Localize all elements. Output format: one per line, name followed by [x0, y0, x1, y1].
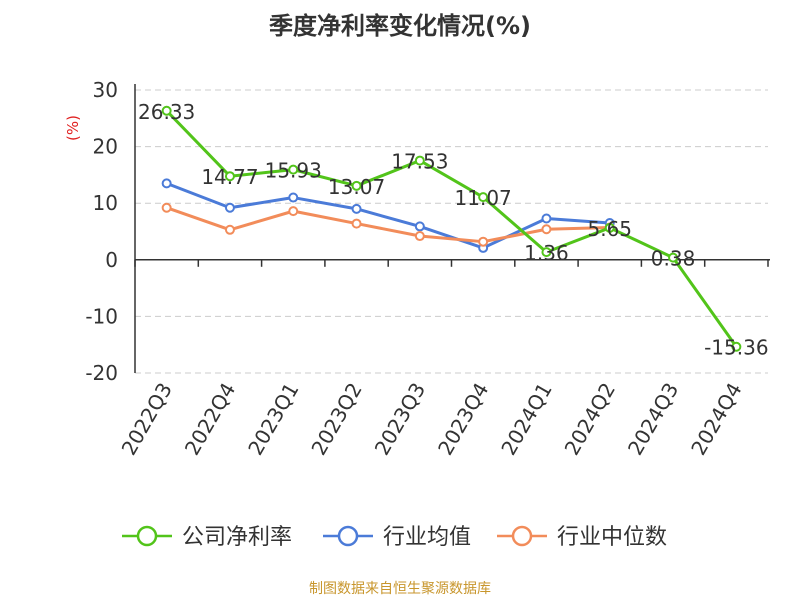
data-label: -15.36 — [704, 336, 768, 360]
data-point — [478, 236, 489, 247]
data-label: 0.38 — [651, 247, 696, 271]
x-tick-label: 2023Q1 — [243, 379, 303, 460]
data-label: 11.07 — [455, 186, 512, 210]
data-point — [414, 221, 425, 232]
x-tick-label: 2023Q3 — [370, 379, 430, 460]
x-tick-label: 2024Q3 — [623, 379, 683, 460]
x-tick-label: 2022Q4 — [180, 379, 240, 460]
y-tick-label: -20 — [85, 361, 118, 385]
legend-label: 行业中位数 — [557, 525, 667, 550]
data-point — [288, 206, 299, 217]
data-label: 5.65 — [587, 217, 632, 241]
x-tick-label: 2022Q3 — [117, 379, 177, 460]
series-line — [166, 181, 610, 250]
grid-lines — [135, 89, 768, 374]
data-point — [414, 231, 425, 242]
data-label: 26.33 — [138, 100, 195, 124]
series-line — [165, 109, 738, 348]
data-label: 17.53 — [391, 150, 448, 174]
data-point — [351, 218, 362, 229]
legend-swatch-marker — [136, 525, 158, 547]
data-point — [668, 252, 679, 263]
data-point — [541, 213, 552, 224]
legend-item[interactable]: 行业中位数 — [497, 525, 667, 550]
legend[interactable]: 公司净利率 行业均值 行业中位数 — [122, 525, 667, 550]
data-point — [161, 202, 172, 213]
data-point — [731, 341, 742, 352]
data-point — [351, 180, 362, 191]
series-line — [166, 206, 610, 244]
footer-source: 制图数据来自恒生聚源数据库 — [309, 581, 491, 597]
legend-label: 公司净利率 — [182, 525, 292, 550]
data-point — [161, 105, 172, 116]
y-axis-label: (%) — [64, 115, 82, 141]
legend-item[interactable]: 行业均值 — [323, 525, 471, 550]
data-point — [224, 224, 235, 235]
data-point — [224, 171, 235, 182]
x-tick-label: 2023Q2 — [306, 379, 366, 460]
data-point — [288, 164, 299, 175]
y-tick-label: 20 — [93, 135, 118, 159]
x-tick-label: 2024Q1 — [496, 379, 556, 460]
legend-label: 行业均值 — [383, 525, 471, 550]
data-point — [288, 192, 299, 203]
y-tick-label: 0 — [105, 248, 118, 272]
data-point — [161, 178, 172, 189]
x-tick-label: 2024Q2 — [560, 379, 620, 460]
data-point — [224, 202, 235, 213]
data-point — [541, 247, 552, 258]
series-lines — [161, 105, 742, 352]
legend-item[interactable]: 公司净利率 — [122, 525, 292, 550]
data-label: 1.36 — [524, 241, 569, 265]
x-tick-label: 2024Q4 — [686, 379, 746, 460]
data-label: 15.93 — [265, 159, 322, 183]
data-label: 14.77 — [201, 165, 258, 189]
data-point — [414, 155, 425, 166]
data-label: 13.07 — [328, 175, 385, 199]
data-point — [541, 224, 552, 235]
chart-title: 季度净利率变化情况(%) — [269, 12, 531, 40]
y-tick-label: 30 — [93, 78, 118, 102]
data-point — [478, 192, 489, 203]
y-tick-label: -10 — [85, 304, 118, 328]
y-tick-label: 10 — [93, 191, 118, 215]
data-point — [604, 222, 615, 233]
legend-swatch-marker — [337, 525, 359, 547]
legend-swatch-marker — [511, 525, 533, 547]
data-point — [351, 203, 362, 214]
x-tick-label: 2023Q4 — [433, 379, 493, 460]
